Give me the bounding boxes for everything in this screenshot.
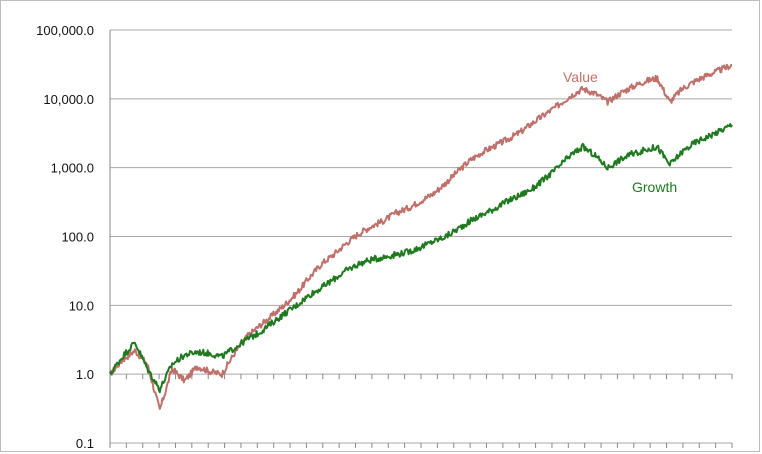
series-lines <box>109 63 733 410</box>
y-tick-label: 100.0 <box>61 230 94 245</box>
series-label-value: Value <box>563 69 598 85</box>
x-axis-ticks <box>109 374 733 448</box>
y-tick-label: 0.1 <box>76 436 94 451</box>
series-label-growth: Growth <box>632 179 677 195</box>
y-tick-label: 1,000.0 <box>51 161 94 176</box>
series-line-value <box>109 63 733 410</box>
y-axis-tick-labels: 100,000.0 10,000.0 1,000.0 100.0 10.0 1.0 0.1 <box>36 23 94 451</box>
y-tick-label: 10.0 <box>69 298 94 313</box>
gridlines <box>110 29 732 444</box>
y-tick-label: 1.0 <box>76 367 94 382</box>
series-line-growth <box>109 123 733 394</box>
series-labels: Value Growth <box>563 69 677 195</box>
y-tick-label: 100,000.0 <box>36 23 94 38</box>
y-tick-label: 10,000.0 <box>43 92 94 107</box>
